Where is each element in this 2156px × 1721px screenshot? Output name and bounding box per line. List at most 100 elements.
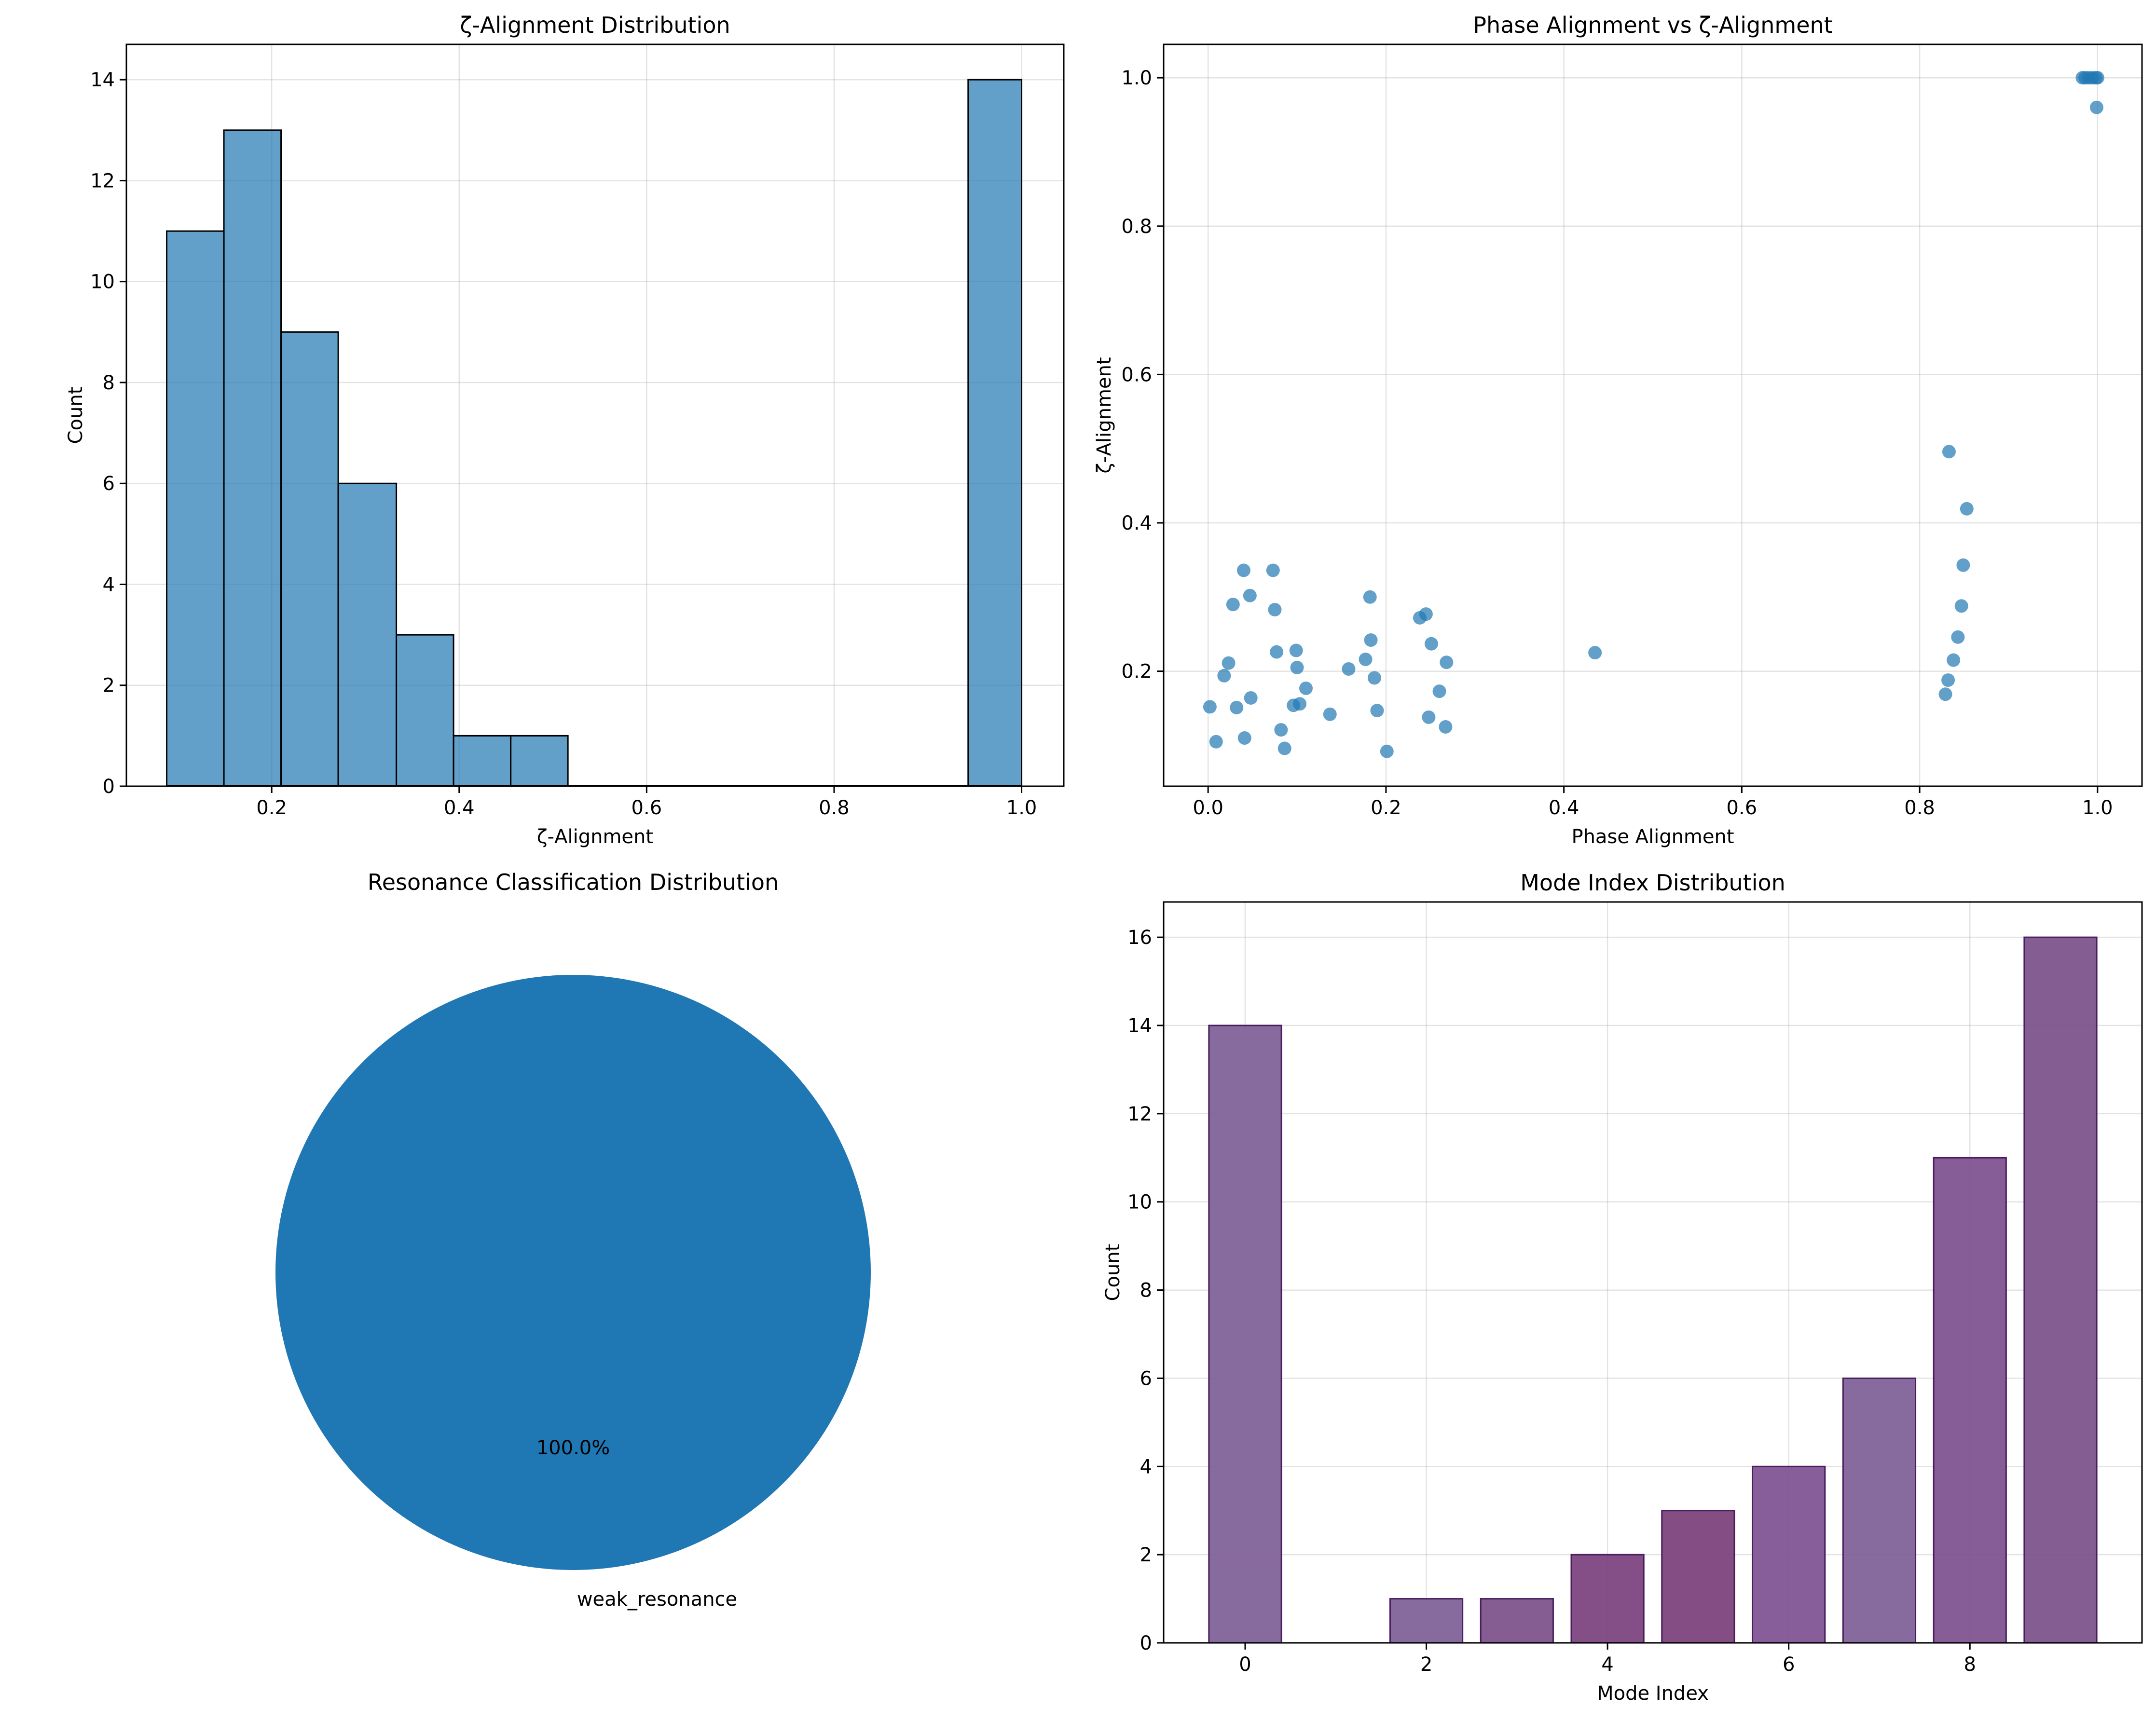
mode-y-tick-label: 14 — [1127, 1015, 1152, 1037]
scatter-point — [1290, 660, 1304, 674]
scatter-point — [1299, 681, 1313, 695]
mode-x-tick-label: 0 — [1239, 1653, 1251, 1676]
scatter-point — [1244, 691, 1258, 705]
hist-x-tick-label: 0.4 — [444, 797, 475, 819]
scatter-y-tick-label: 0.6 — [1121, 364, 1152, 386]
scatter-point — [1203, 700, 1217, 714]
scatter-x-tick-label: 0.4 — [1549, 797, 1579, 819]
scatter-point — [1226, 598, 1240, 612]
mode-x-tick-label: 8 — [1964, 1653, 1976, 1676]
scatter-point — [1588, 646, 1602, 660]
mode-bar — [2023, 936, 2098, 1644]
scatter-point — [1236, 563, 1250, 577]
hist-x-ticks: 0.2 0.4 0.6 0.8 1.0 — [256, 786, 1037, 819]
scatter-y-tick-label: 0.8 — [1121, 216, 1152, 238]
mode-index-bar-panel: 0 2 4 6 8 0 2 4 6 8 10 12 14 16 Mode Index Distribut… — [1102, 870, 2143, 1705]
scatter-point — [1942, 445, 1956, 459]
scatter-point — [1941, 673, 1955, 687]
scatter-point — [1277, 741, 1291, 755]
hist-x-tick-label: 0.8 — [819, 797, 850, 819]
scatter-point — [1440, 656, 1454, 669]
scatter-x-tick-label: 0.6 — [1727, 797, 1758, 819]
scatter-point — [1209, 735, 1223, 749]
mode-bar — [1842, 1377, 1917, 1644]
mode-y-tick-label: 4 — [1140, 1456, 1152, 1478]
scatter-point — [1432, 684, 1446, 698]
scatter-point — [1270, 645, 1284, 659]
scatter-x-tick-label: 0.8 — [1904, 797, 1935, 819]
scatter-point — [1237, 731, 1251, 745]
hist-y-tick-label: 10 — [90, 271, 115, 293]
scatter-point — [1293, 697, 1307, 711]
scatter-point — [1323, 707, 1337, 721]
phase-vs-zeta-scatter-panel: 0.0 0.2 0.4 0.6 0.8 1.0 0.2 0.4 0.6 0.8 1.0 Phase… — [1093, 12, 2143, 848]
scatter-point — [2089, 100, 2103, 114]
scatter-point — [1367, 671, 1381, 685]
mode-bars — [1208, 936, 2098, 1644]
hist-bar — [396, 634, 454, 787]
mode-x-label: Mode Index — [1597, 1682, 1709, 1705]
scatter-point — [1217, 669, 1231, 683]
scatter-point — [1419, 607, 1433, 621]
scatter-point — [1938, 687, 1952, 701]
scatter-point — [1364, 633, 1378, 647]
hist-bar — [223, 129, 282, 787]
scatter-x-tick-label: 1.0 — [2082, 797, 2113, 819]
scatter-point — [1266, 563, 1280, 577]
scatter-x-tick-label: 0.2 — [1371, 797, 1401, 819]
hist-y-ticks: 0 2 4 6 8 10 12 14 — [90, 69, 126, 798]
hist-y-tick-label: 0 — [103, 776, 115, 798]
scatter-y-tick-label: 1.0 — [1121, 67, 1152, 89]
mode-x-tick-label: 4 — [1601, 1653, 1613, 1676]
scatter-point — [1422, 710, 1436, 724]
mode-y-label: Count — [1102, 1244, 1124, 1301]
hist-bar — [337, 482, 398, 787]
scatter-point — [1274, 723, 1288, 737]
scatter-x-tick-label: 0.0 — [1193, 797, 1223, 819]
mode-bar — [1661, 1510, 1735, 1644]
scatter-y-ticks: 0.2 0.4 0.6 0.8 1.0 — [1121, 67, 1164, 683]
scatter-point — [1947, 653, 1961, 667]
mode-y-tick-label: 6 — [1140, 1367, 1152, 1390]
scatter-point — [1370, 704, 1384, 718]
mode-bar-grid — [1164, 902, 2142, 1644]
scatter-point — [1380, 744, 1394, 758]
scatter-point — [1363, 590, 1377, 604]
scatter-point — [1954, 599, 1968, 613]
mode-y-tick-label: 8 — [1140, 1280, 1152, 1302]
scatter-y-tick-label: 0.2 — [1121, 661, 1152, 683]
hist-axes-frame — [125, 43, 1065, 787]
scatter-point — [1243, 588, 1257, 602]
mode-bar — [1933, 1157, 2007, 1644]
hist-y-tick-label: 8 — [103, 372, 115, 394]
hist-bar — [967, 79, 1023, 787]
hist-x-tick-label: 0.6 — [632, 797, 662, 819]
pie-slice-label: weak_resonance — [577, 1588, 737, 1611]
pie-title: Resonance Classification Distribution — [368, 869, 779, 895]
scatter-point — [1956, 558, 1970, 572]
mode-bar — [1208, 1024, 1282, 1644]
mode-y-tick-label: 16 — [1127, 927, 1152, 949]
scatter-point — [1342, 662, 1356, 676]
scatter-points — [1203, 71, 2104, 758]
mode-y-tick-label: 10 — [1127, 1191, 1152, 1214]
hist-y-label: Count — [65, 387, 87, 444]
resonance-classification-pie-panel: Resonance Classification Distribution 10… — [275, 869, 871, 1611]
mode-bar — [1752, 1465, 1826, 1644]
scatter-y-label: ζ-Alignment — [1093, 357, 1115, 473]
hist-y-tick-label: 14 — [90, 69, 115, 91]
scatter-point — [1268, 602, 1282, 616]
hist-x-tick-label: 0.2 — [256, 797, 287, 819]
mode-title: Mode Index Distribution — [1520, 870, 1785, 896]
scatter-point — [1424, 637, 1438, 651]
hist-y-tick-label: 2 — [103, 675, 115, 697]
hist-bar — [453, 735, 512, 787]
hist-y-tick-label: 4 — [103, 574, 115, 596]
scatter-point — [1951, 630, 1965, 644]
hist-bar — [166, 230, 225, 787]
zeta-alignment-histogram-panel: 0.2 0.4 0.6 0.8 1.0 0 2 4 6 8 10 12 14 ζ-Alignment … — [65, 12, 1065, 848]
mode-y-tick-label: 2 — [1140, 1544, 1152, 1566]
scatter-point — [1960, 502, 1974, 516]
mode-x-ticks: 0 2 4 6 8 — [1239, 1643, 1976, 1676]
mode-bar — [1389, 1598, 1464, 1644]
